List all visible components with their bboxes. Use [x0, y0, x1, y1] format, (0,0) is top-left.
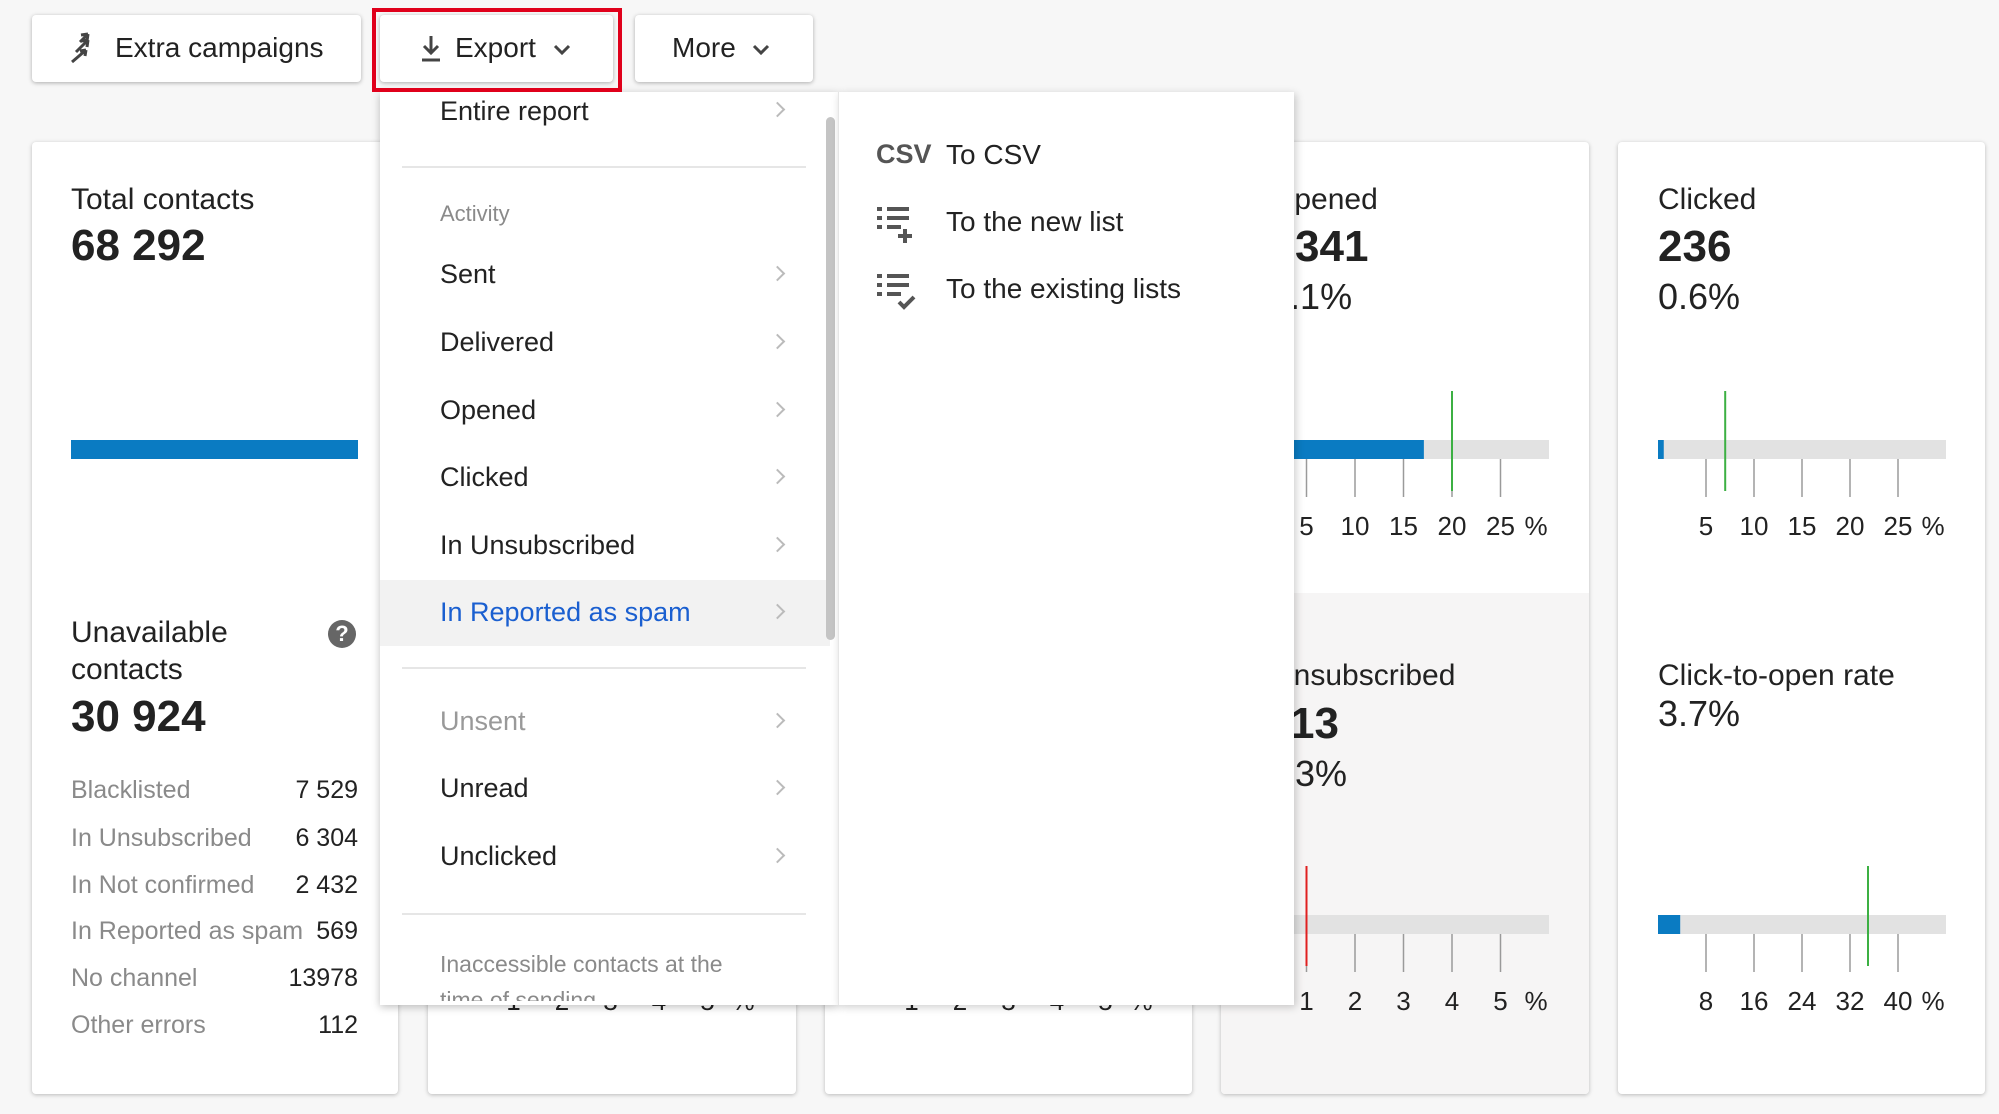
- total-label: Total contacts: [71, 183, 255, 216]
- card-value: 341: [1295, 222, 1369, 271]
- tick-label: 5: [1299, 511, 1313, 541]
- export-button[interactable]: Export: [380, 15, 613, 82]
- bar-track: [1258, 915, 1549, 934]
- tick-label: 4: [1445, 986, 1459, 1016]
- export-submenu: [838, 92, 1294, 1005]
- tick-label: 1: [1299, 986, 1313, 1016]
- unavailable-value: 30 924: [71, 692, 206, 741]
- tick-label: 25: [1486, 511, 1515, 541]
- tick-label: 32: [1836, 986, 1865, 1016]
- row-label: In Reported as spam: [71, 917, 304, 945]
- tick-label: 3: [1396, 986, 1410, 1016]
- card-rate: 0.6%: [1658, 276, 1741, 317]
- more-button[interactable]: More: [635, 15, 813, 82]
- button-label: More: [672, 32, 736, 63]
- card-title: Click-to-open rate: [1658, 659, 1895, 692]
- tick-label: 20: [1438, 511, 1467, 541]
- row-label: Blacklisted: [71, 776, 191, 804]
- icon: [71, 32, 90, 64]
- extra-campaigns-button[interactable]: Extra campaigns: [32, 15, 361, 82]
- export-menu: [380, 92, 838, 1005]
- tick-label: 5: [1493, 986, 1507, 1016]
- tick-label: 8: [1699, 986, 1713, 1016]
- card-value: 236: [1658, 222, 1732, 271]
- tick-label: 24: [1788, 986, 1817, 1016]
- tick-label: 2: [1348, 986, 1362, 1016]
- tick-label: 16: [1740, 986, 1769, 1016]
- row-value: 569: [316, 917, 358, 945]
- card-title: Unsubscribed: [1272, 659, 1456, 692]
- card: [1221, 142, 1589, 1094]
- tick-label: 15: [1788, 511, 1817, 541]
- row-value: 112: [318, 1011, 358, 1039]
- unit-label: %: [1921, 986, 1944, 1016]
- row-label: In Not confirmed: [71, 871, 255, 899]
- icon: [422, 36, 440, 62]
- bar-fill: [1258, 440, 1424, 459]
- row-label: Other errors: [71, 1011, 206, 1039]
- button-label: Extra campaigns: [115, 32, 324, 63]
- unavailable-label: Unavailable contacts: [71, 616, 228, 686]
- highlight-box: [372, 8, 622, 92]
- row-value: 6 304: [295, 824, 358, 852]
- card-title: Clicked: [1658, 183, 1757, 216]
- bar-track: [1658, 440, 1946, 459]
- bar-fill: [1658, 440, 1664, 459]
- tick-label: 10: [1341, 511, 1370, 541]
- tick-label: 5: [1699, 511, 1713, 541]
- hover-row: [380, 580, 830, 646]
- chevron: [553, 44, 571, 56]
- summary-card: [32, 142, 398, 1094]
- scrollbar: [826, 117, 835, 640]
- card-value: 13: [1290, 699, 1339, 748]
- help-icon[interactable]: ?: [328, 620, 356, 648]
- total-value: 68 292: [71, 221, 206, 270]
- tick-label: 25: [1884, 511, 1913, 541]
- unit-label: %: [1524, 511, 1547, 541]
- row-value: 7 529: [295, 776, 358, 804]
- tick-label: 20: [1836, 511, 1865, 541]
- row-value: 13978: [288, 964, 358, 992]
- row-label: No channel: [71, 964, 198, 992]
- button-label: Export: [455, 32, 536, 63]
- bar-track: [1658, 915, 1946, 934]
- row-value: 2 432: [295, 871, 358, 899]
- bar-fill: [1658, 915, 1681, 934]
- unit-label: %: [1524, 986, 1547, 1016]
- total-bar: [71, 440, 358, 459]
- card-rate: 3.7%: [1658, 693, 1741, 734]
- row-label: In Unsubscribed: [71, 824, 252, 852]
- tick-label: 10: [1740, 511, 1769, 541]
- chevron: [752, 44, 770, 56]
- tick-label: 15: [1389, 511, 1418, 541]
- tick-label: 40: [1884, 986, 1913, 1016]
- unit-label: %: [1921, 511, 1944, 541]
